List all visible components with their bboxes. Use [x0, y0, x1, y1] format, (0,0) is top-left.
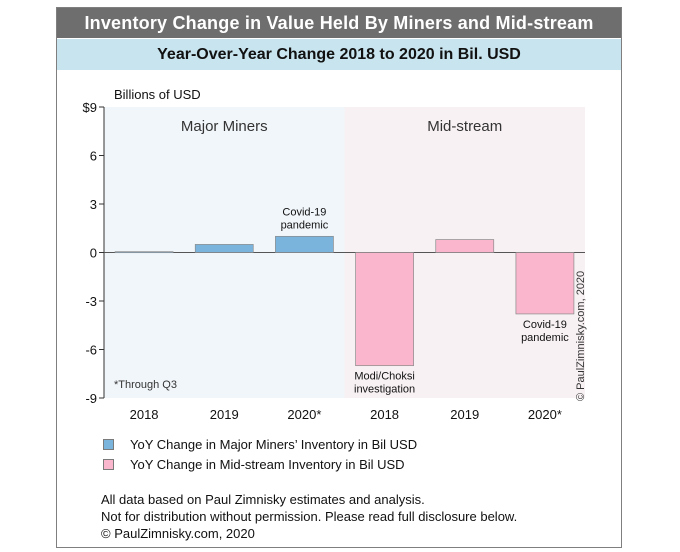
x-tick-label: 2019 — [210, 407, 239, 422]
bar-major-miners-2019 — [194, 244, 254, 253]
y-tick-label: 6 — [90, 149, 97, 164]
legend-label-mid-stream: YoY Change in Mid-stream Inventory in Bi… — [130, 457, 405, 472]
x-tick-label: 2018 — [130, 407, 159, 422]
bar-major-miners-2018 — [114, 251, 174, 254]
panel-title-mid-stream: Mid-stream — [427, 118, 502, 135]
note-line: All data based on Paul Zimnisky estimate… — [101, 492, 425, 507]
note-line: Not for distribution without permission.… — [101, 509, 518, 524]
y-axis-label: Billions of USD — [114, 87, 201, 102]
bar-chart: Major Miners Mid-stream $9 6 3 0 -3 -6 -9 2018 201… — [83, 100, 585, 422]
x-tick-label: 2018 — [370, 407, 399, 422]
y-tick-label: -3 — [85, 294, 97, 309]
y-tick-label: 0 — [90, 246, 97, 261]
legend-swatch-mid-stream — [103, 459, 114, 470]
x-tick-label: 2019 — [450, 407, 479, 422]
chart-subtitle: Year-Over-Year Change 2018 to 2020 in Bi… — [57, 39, 621, 70]
annotation-label: pandemic — [281, 219, 329, 231]
legend-swatch-major-miners — [103, 439, 114, 450]
y-tick-label: -9 — [85, 391, 97, 406]
disclaimer-notes: All data based on Paul Zimnisky estimate… — [101, 491, 517, 542]
footnote-label: *Through Q3 — [114, 379, 177, 391]
copyright-watermark: © PaulZimnisky.com, 2020 — [575, 270, 587, 401]
annotation-label: Modi/Choksi — [354, 371, 415, 383]
bar-major-miners-2020 — [275, 235, 334, 253]
page-title: Inventory Change in Value Held By Miners… — [57, 8, 621, 38]
y-tick-label: 3 — [90, 197, 97, 212]
annotation-label: pandemic — [521, 332, 569, 344]
annotation-label: Covid-19 — [523, 319, 567, 331]
annotation-label: Covid-19 — [282, 206, 326, 218]
bar-mid-stream-2020 — [515, 252, 575, 315]
chart-frame: Inventory Change in Value Held By Miners… — [56, 7, 622, 548]
x-tick-label: 2020* — [528, 407, 562, 422]
bar-mid-stream-2018 — [355, 252, 414, 367]
panel-title-major-miners: Major Miners — [181, 118, 268, 135]
x-tick-label: 2020* — [287, 407, 321, 422]
y-tick-label: $9 — [83, 100, 97, 115]
note-line: © PaulZimnisky.com, 2020 — [101, 526, 255, 541]
annotation-label: investigation — [354, 384, 415, 396]
legend-label-major-miners: YoY Change in Major Miners’ Inventory in… — [130, 437, 418, 452]
y-tick-label: -6 — [85, 343, 97, 358]
bar-mid-stream-2019 — [435, 239, 495, 253]
